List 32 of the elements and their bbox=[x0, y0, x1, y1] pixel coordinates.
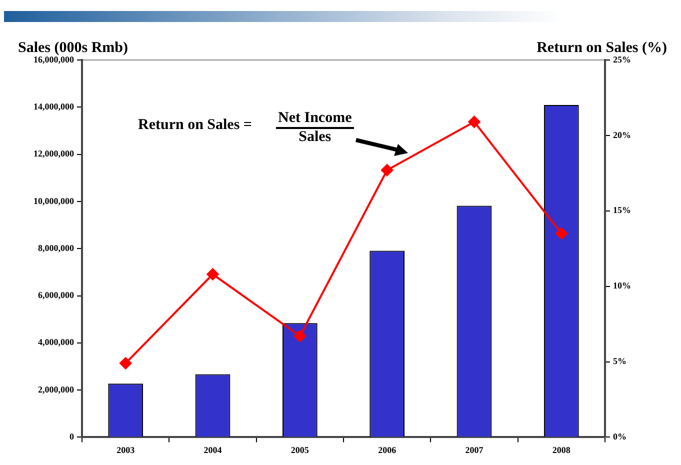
x-tick-label: 2007 bbox=[465, 444, 484, 455]
point bbox=[468, 116, 480, 128]
x-tick-label: 2008 bbox=[552, 444, 571, 455]
y-tick-label: 4,000,000 bbox=[38, 337, 74, 348]
y-tick-label: 10,000,000 bbox=[34, 196, 74, 206]
point bbox=[120, 357, 132, 370]
y-tick-label: 0 bbox=[70, 432, 74, 442]
y2-tick-label: 10% bbox=[613, 280, 631, 291]
point bbox=[206, 268, 219, 280]
y2-tick-label: 20% bbox=[613, 130, 631, 140]
x-tick-label: 2004 bbox=[204, 444, 222, 455]
annotation: Return on Sales = bbox=[138, 117, 252, 134]
annotation: Sales bbox=[298, 129, 332, 146]
x-tick-label: 2003 bbox=[116, 444, 136, 455]
y2-tick-label: 0% bbox=[613, 432, 626, 442]
y-tick-label: 16,000,000 bbox=[34, 54, 74, 64]
x-tick-label: 2006 bbox=[378, 444, 397, 455]
y2-tick-label: 5% bbox=[613, 356, 626, 366]
y-axis-title: Sales (000s Rmb) bbox=[18, 40, 128, 56]
y-tick-label: 2,000,000 bbox=[38, 384, 74, 394]
point bbox=[555, 228, 568, 240]
y2-tick-label: 25% bbox=[613, 54, 631, 64]
point bbox=[381, 164, 394, 176]
y2-tick-label: 15% bbox=[613, 205, 631, 216]
point bbox=[294, 330, 306, 342]
y2-axis-title: Return on Sales (%) bbox=[536, 40, 667, 56]
y-tick-label: 14,000,000 bbox=[34, 101, 74, 112]
x-tick-label: 2005 bbox=[290, 444, 310, 455]
y-tick-label: 8,000,000 bbox=[38, 242, 74, 253]
y-tick-label: 12,000,000 bbox=[34, 148, 74, 159]
annotation: Net Income bbox=[276, 110, 354, 129]
y-tick-label: 6,000,000 bbox=[38, 290, 74, 300]
